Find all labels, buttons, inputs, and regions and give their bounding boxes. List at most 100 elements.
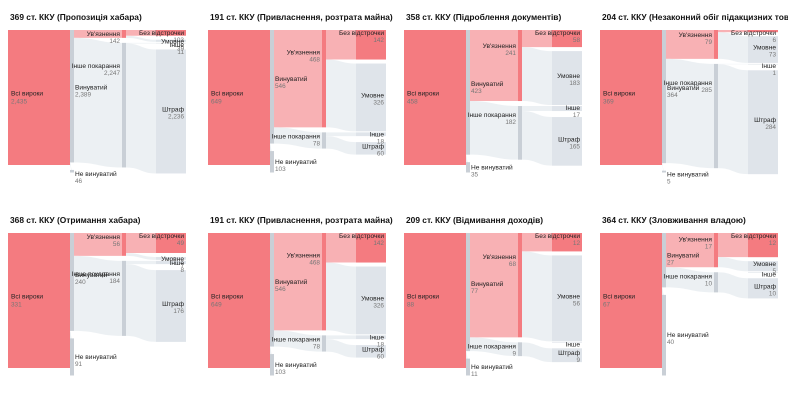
flow-guilty-other [470, 337, 518, 357]
sankey-panel: 364 ст. ККУ (Зловживання владою) Всі виро… [592, 203, 788, 393]
node-cond [552, 51, 582, 106]
nodelay-value: 58 [573, 37, 581, 44]
node-prison [518, 233, 522, 338]
fine-value: 60 [377, 150, 385, 157]
node-all [600, 30, 662, 165]
all-label: Всі вироки [11, 293, 43, 301]
prison-label: Ув'язнення [483, 254, 517, 261]
flow-prison-cond [718, 257, 748, 272]
node-cond [156, 39, 186, 42]
node-misc [748, 272, 778, 273]
cond-label: Умовне [557, 73, 580, 80]
flow-other-fine [326, 339, 356, 358]
flow-guilty-other [666, 267, 714, 293]
misc-label: Інше [370, 131, 385, 138]
node-all [8, 30, 70, 165]
flow-guilty-prison [470, 233, 518, 338]
flow-prison-nodelay [522, 233, 552, 252]
node-guilty [270, 233, 274, 347]
all-value: 88 [407, 302, 415, 309]
fine-value: 60 [377, 353, 385, 360]
prison-value: 17 [705, 244, 713, 251]
nodelay-value: 6 [772, 37, 776, 44]
node-guilty [466, 30, 470, 155]
misc-value: 1 [772, 70, 776, 77]
node-misc [748, 63, 778, 65]
node-not-guilty [662, 170, 666, 173]
flow-other-misc [126, 42, 156, 44]
fine-value: 176 [173, 308, 184, 315]
cond-value: 183 [569, 80, 580, 87]
node-guilty [662, 30, 666, 164]
misc-label: Інше [370, 334, 385, 341]
guilty-label: Винуватий [667, 251, 700, 259]
panel-title: 364 ст. ККУ (Зловживання владою) [602, 215, 746, 225]
flow-other-fine [718, 64, 748, 175]
node-not-guilty [270, 354, 274, 376]
cond-label: Умовне [361, 92, 384, 99]
not-guilty-label: Не винуватий [75, 353, 117, 361]
node-misc [356, 335, 386, 340]
cond-value: 73 [769, 52, 777, 59]
node-fine [748, 70, 778, 175]
not-guilty-value: 91 [75, 361, 83, 368]
other-label: Інше покарання [272, 133, 321, 140]
all-value: 649 [211, 302, 222, 309]
prison-value: 468 [309, 56, 320, 63]
fine-value: 165 [569, 143, 580, 150]
node-fine [156, 270, 186, 342]
node-other [322, 335, 326, 352]
cond-value: 56 [573, 300, 581, 307]
other-label: Інше покарання [468, 343, 517, 350]
node-not-guilty [466, 358, 470, 376]
sankey-panel: 368 ст. ККУ (Отримання хабара) Всі вироки… [0, 203, 196, 393]
other-value: 9 [512, 350, 516, 357]
flow-prison-nodelay [522, 30, 552, 48]
other-label: Інше покарання [72, 63, 121, 70]
flow-guilty-other [274, 127, 322, 149]
node-cond [356, 63, 386, 132]
all-label: Всі вироки [603, 293, 635, 301]
not-guilty-label: Не винуватий [667, 171, 709, 179]
node-all [404, 233, 466, 368]
prison-label: Ув'язнення [679, 237, 713, 244]
not-guilty-value: 40 [667, 339, 675, 346]
node-fine [156, 49, 186, 174]
flow-all-not-guilty [662, 163, 664, 173]
node-misc [156, 260, 186, 265]
node-cond [156, 256, 186, 260]
misc-label: Інше [566, 105, 581, 112]
all-value: 331 [11, 302, 22, 309]
misc-value: 18 [377, 138, 385, 145]
flow-other-fine [126, 43, 156, 174]
prison-value: 79 [705, 39, 713, 46]
node-prison [322, 30, 326, 128]
node-other [714, 63, 718, 169]
guilty-label: Винуватий [471, 80, 504, 88]
flow-other-fine [522, 111, 552, 166]
node-prison [714, 233, 718, 268]
other-value: 78 [313, 343, 321, 350]
sankey-panel: 191 ст. ККУ (Привласнення, розтрата майн… [200, 203, 396, 393]
flow-guilty-prison [274, 233, 322, 331]
node-all [8, 233, 70, 368]
node-not-guilty [466, 162, 470, 173]
guilty-value: 27 [667, 259, 675, 266]
sankey-panel: 209 ст. ККУ (Відмивання доходів) Всі виро… [396, 203, 592, 393]
prison-value: 142 [109, 38, 120, 45]
node-prison [518, 30, 522, 102]
node-prison [122, 233, 126, 256]
other-label: Інше покарання [468, 112, 517, 119]
fine-label: Штраф [162, 301, 184, 308]
flow-other-misc [326, 335, 356, 340]
prison-value: 468 [309, 259, 320, 266]
all-label: Всі вироки [11, 90, 43, 98]
other-value: 182 [505, 119, 516, 126]
node-guilty [466, 233, 470, 352]
guilty-value: 77 [471, 288, 479, 295]
fine-value: 9 [576, 357, 580, 364]
node-cond [748, 36, 778, 63]
